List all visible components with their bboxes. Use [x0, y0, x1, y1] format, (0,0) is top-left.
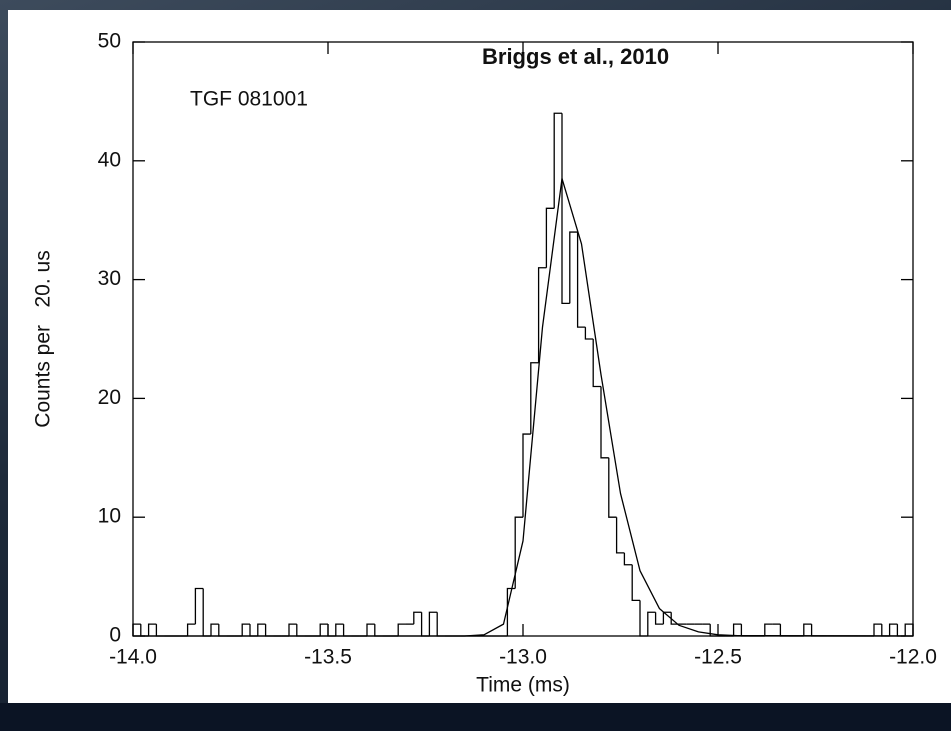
histogram-bin	[553, 112, 562, 209]
histogram-bin	[537, 267, 547, 363]
histogram-bin	[210, 623, 219, 636]
histogram-bin	[569, 231, 578, 304]
histogram-bin	[530, 362, 539, 435]
histogram-bin	[257, 623, 266, 636]
histogram-bin	[647, 611, 656, 636]
histogram-bin	[709, 624, 718, 637]
x-axis-label: Time (ms)	[476, 674, 570, 697]
histogram-bin	[366, 623, 375, 636]
chart-title: Briggs et al., 2010	[482, 44, 669, 69]
y-tick-label: 30	[98, 267, 121, 290]
histogram-bin	[561, 113, 570, 305]
y-tick-label: 50	[98, 30, 121, 53]
x-tick-label: -12.5	[694, 646, 742, 669]
histogram-bin	[186, 623, 196, 636]
histogram-bin	[654, 612, 664, 625]
histogram-bin	[514, 516, 523, 589]
histogram-bin	[428, 611, 438, 636]
histogram-bin	[413, 611, 422, 625]
histogram-bin	[335, 623, 344, 636]
histogram-bin	[194, 587, 204, 625]
histogram-bin	[639, 600, 648, 637]
x-tick-label: -12.0	[889, 646, 937, 669]
histogram-bin	[732, 623, 742, 636]
histogram-bin	[241, 623, 250, 636]
y-tick-label: 0	[109, 624, 121, 647]
x-tick-label: -14.0	[109, 646, 157, 669]
histogram-bin	[132, 623, 141, 636]
histogram-bin	[873, 623, 882, 636]
histogram-bin	[288, 623, 297, 636]
y-axis-label: Counts per 20. us	[32, 250, 55, 427]
histogram-bin	[623, 552, 633, 566]
histogram-bin	[631, 564, 640, 602]
histogram-bin	[522, 433, 531, 518]
y-tick-label: 20	[98, 386, 121, 409]
histogram-bin	[608, 457, 617, 518]
y-tick-label: 10	[98, 505, 121, 528]
panel	[8, 10, 951, 703]
histogram-bin	[576, 232, 586, 328]
x-tick-label: -13.5	[304, 646, 352, 669]
histogram-bin	[147, 623, 157, 636]
bottom-strip	[0, 703, 951, 731]
fit-curve	[133, 177, 914, 637]
histogram-bin	[584, 327, 594, 340]
histogram-bin	[592, 339, 601, 388]
histogram-bin	[397, 623, 406, 636]
histogram-bin	[600, 386, 609, 459]
histogram-bin	[506, 587, 516, 636]
histogram-bin	[904, 623, 914, 636]
y-tick-label: 40	[98, 148, 121, 171]
histogram-bin	[615, 517, 625, 554]
annotation: TGF 081001	[190, 88, 308, 111]
histogram-bin	[888, 623, 898, 636]
histogram-bin	[764, 623, 773, 636]
histogram-bin	[670, 612, 679, 625]
x-tick-label: -13.0	[499, 646, 547, 669]
histogram-bin	[319, 623, 328, 636]
histogram-bin	[803, 623, 812, 636]
histogram-bin	[545, 207, 555, 268]
